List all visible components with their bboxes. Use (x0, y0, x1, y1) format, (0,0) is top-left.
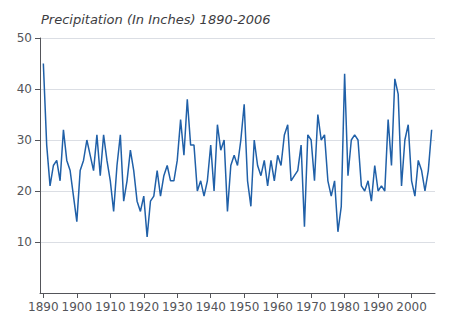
svg-text:1940: 1940 (195, 300, 226, 314)
svg-text:1920: 1920 (128, 300, 159, 314)
svg-text:Precipitation (In Inches) 1890: Precipitation (In Inches) 1890-2006 (41, 12, 270, 27)
svg-text:40: 40 (17, 82, 32, 96)
svg-text:1900: 1900 (62, 300, 93, 314)
svg-text:1890: 1890 (28, 300, 59, 314)
svg-text:1970: 1970 (296, 300, 327, 314)
svg-text:2000: 2000 (396, 300, 427, 314)
svg-text:50: 50 (17, 31, 32, 45)
svg-text:1960: 1960 (262, 300, 293, 314)
svg-text:1930: 1930 (162, 300, 193, 314)
svg-text:1910: 1910 (95, 300, 126, 314)
svg-text:1990: 1990 (363, 300, 394, 314)
svg-text:1950: 1950 (229, 300, 260, 314)
svg-text:20: 20 (17, 184, 32, 198)
svg-text:10: 10 (17, 235, 32, 249)
svg-text:1980: 1980 (329, 300, 360, 314)
svg-text:30: 30 (17, 133, 32, 147)
